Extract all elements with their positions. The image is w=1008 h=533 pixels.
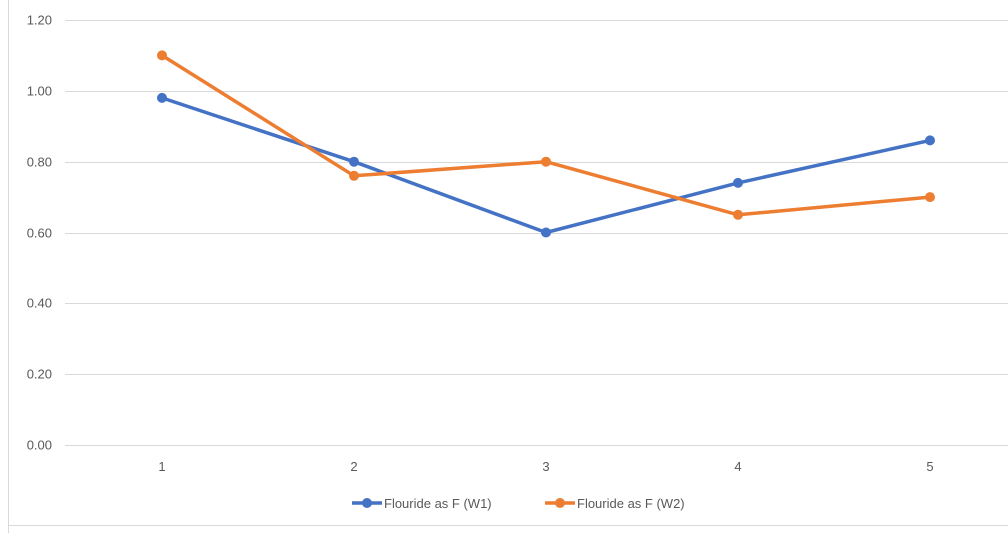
y-tick-label: 0.80 [27, 155, 52, 170]
legend-swatch-marker [555, 498, 565, 508]
x-tick-label: 1 [158, 459, 165, 474]
legend-item-2: Flouride as F (W2) [545, 496, 685, 511]
data-point-series-2 [733, 209, 743, 220]
y-tick-label: 0.40 [27, 296, 52, 311]
data-point-series-1 [541, 227, 551, 238]
y-tick-label: 1.00 [27, 84, 52, 99]
legend-swatch-marker [362, 498, 372, 508]
data-point-series-2 [157, 50, 167, 61]
x-axis-tick-labels: 1 2 3 4 5 [158, 459, 933, 474]
x-tick-label: 5 [926, 459, 933, 474]
data-point-series-1 [349, 156, 359, 167]
legend-label: Flouride as F (W2) [577, 496, 685, 511]
x-tick-label: 4 [734, 459, 741, 474]
y-axis-tick-labels: 0.00 0.20 0.40 0.60 0.80 1.00 1.20 [27, 13, 52, 453]
legend-label: Flouride as F (W1) [384, 496, 492, 511]
x-tick-label: 2 [350, 459, 357, 474]
gridlines [65, 20, 1008, 446]
y-tick-label: 1.20 [27, 13, 52, 28]
series-lines [160, 53, 932, 235]
data-point-series-2 [541, 156, 551, 167]
data-point-series-2 [925, 192, 935, 203]
legend-item-1: Flouride as F (W1) [352, 496, 492, 511]
legend: Flouride as F (W1) Flouride as F (W2) [352, 496, 685, 511]
series-points [157, 50, 935, 238]
y-tick-label: 0.20 [27, 367, 52, 382]
y-tick-label: 0.60 [27, 226, 52, 241]
data-point-series-1 [733, 177, 743, 188]
y-tick-label: 0.00 [27, 438, 52, 453]
data-point-series-1 [157, 92, 167, 103]
data-point-series-1 [925, 135, 935, 146]
x-tick-label: 3 [542, 459, 549, 474]
data-point-series-2 [349, 170, 359, 181]
